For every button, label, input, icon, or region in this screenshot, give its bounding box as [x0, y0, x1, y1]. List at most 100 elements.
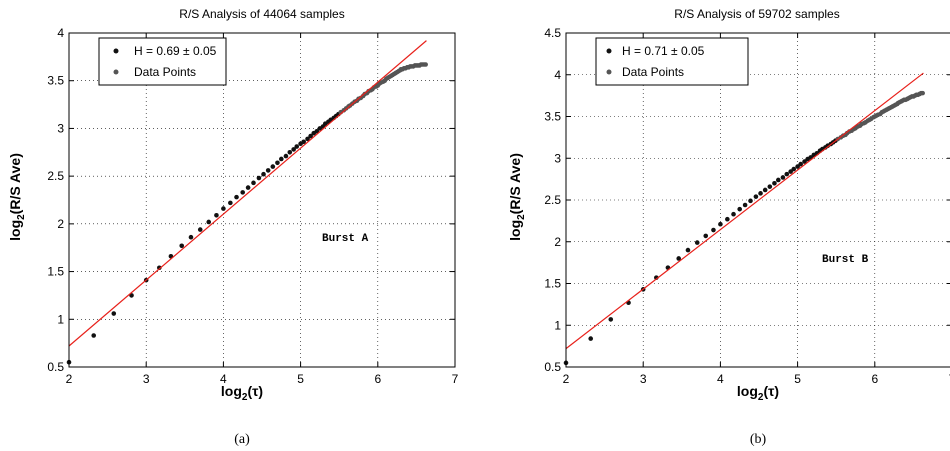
data-points: [563, 90, 925, 366]
subfigure-caption: (a): [234, 432, 250, 447]
data-point: [197, 227, 203, 232]
x-tick-label: 7: [452, 372, 459, 386]
data-point: [221, 206, 226, 211]
y-tick-label: 0.5: [544, 360, 561, 374]
y-tick-label: 2.5: [544, 193, 561, 207]
y-tick-label: 3.5: [47, 74, 64, 88]
y-tick-label: 3: [57, 121, 64, 135]
y-axis-label-main: log: [507, 220, 523, 241]
y-tick-label: 2: [57, 217, 64, 231]
x-axis-label-sub: 2: [242, 392, 248, 403]
data-point: [784, 171, 790, 177]
data-point: [265, 168, 271, 173]
data-point: [234, 194, 239, 200]
y-axis-label: log2(R/S Ave): [7, 153, 27, 241]
x-tick-label: 7: [949, 372, 950, 386]
x-axis-label-tail: (τ): [763, 383, 779, 399]
data-point: [188, 234, 194, 240]
data-point: [283, 153, 289, 159]
data-point: [776, 177, 781, 183]
legend-label-data: Data Points: [134, 65, 196, 79]
y-tick-label: 1: [57, 312, 64, 326]
data-point: [291, 147, 296, 152]
data-point: [791, 166, 797, 172]
y-tick-label: 1.5: [544, 277, 561, 291]
data-point: [294, 144, 300, 149]
legend-label-fit: H = 0.69 ± 0.05: [134, 44, 217, 58]
plot-area: [69, 33, 455, 367]
y-axis-label-sub: 2: [16, 214, 27, 220]
x-tick-label: 5: [297, 372, 304, 386]
burst-annotation: Burst B: [822, 254, 869, 266]
legend-box: [595, 37, 749, 86]
data-point: [287, 149, 293, 155]
fit-line: [68, 40, 427, 347]
x-tick-label: 4: [717, 372, 724, 386]
data-point: [795, 164, 800, 169]
data-point: [788, 169, 793, 174]
legend-label-fit: H = 0.71 ± 0.05: [622, 44, 705, 58]
burst-annotation: Burst A: [322, 233, 369, 245]
x-axis-label: log2(τ): [737, 383, 779, 403]
legend-marker-data: [606, 69, 612, 75]
y-tick-label: 1: [554, 318, 561, 332]
data-point: [157, 265, 162, 271]
fit-line: [565, 72, 924, 350]
plot-frame: [565, 32, 950, 368]
chart-title: R/S Analysis of 59702 samples: [674, 7, 839, 21]
data-point: [206, 219, 212, 225]
data-point: [314, 128, 320, 134]
data-point: [676, 256, 682, 261]
legend-label-data: Data Points: [622, 65, 684, 79]
data-point: [245, 185, 251, 190]
data-point: [301, 139, 306, 145]
data-point: [214, 212, 219, 218]
data-point: [423, 62, 428, 67]
data-point: [737, 206, 742, 212]
data-point: [275, 160, 280, 166]
x-tick-label: 4: [220, 372, 227, 386]
plot-frame: [68, 32, 456, 368]
data-point: [279, 156, 284, 162]
x-tick-label: 3: [143, 372, 150, 386]
data-point: [762, 187, 768, 193]
data-point: [780, 175, 786, 180]
data-point: [228, 200, 233, 206]
y-tick-label: 3.5: [544, 110, 561, 124]
y-axis-label-main: log: [7, 220, 23, 241]
data-point: [711, 227, 716, 233]
y-axis-label-sub: 2: [516, 214, 527, 220]
y-tick-labels: 0.5 1 1.5 2 2.5 3 3.5 4 4.5: [544, 26, 561, 374]
x-axis-label-main: log: [737, 383, 758, 399]
y-tick-label: 4.5: [544, 26, 561, 40]
data-point: [608, 317, 614, 322]
x-tick-label: 6: [374, 372, 381, 386]
y-tick-label: 0.5: [47, 360, 64, 374]
data-point: [240, 190, 245, 195]
chart-title: R/S Analysis of 44064 samples: [179, 7, 344, 21]
fit-line-group: [68, 40, 427, 347]
data-point: [753, 194, 759, 199]
data-point: [588, 336, 594, 341]
y-tick-label: 2.5: [47, 169, 64, 183]
data-point: [251, 180, 256, 186]
data-point: [748, 198, 753, 204]
data-point: [802, 159, 807, 164]
data-point: [767, 184, 773, 189]
y-tick-label: 3: [554, 151, 561, 165]
y-axis-label: log2(R/S Ave): [507, 153, 527, 241]
data-point: [256, 175, 262, 181]
fit-line-group: [565, 72, 924, 350]
data-point: [725, 216, 730, 222]
data-point: [703, 233, 709, 239]
data-point: [685, 247, 691, 253]
data-point: [111, 311, 117, 316]
data-point: [758, 191, 763, 196]
data-point: [731, 211, 736, 217]
legend-marker-fit: [113, 48, 119, 54]
data-point: [772, 181, 777, 186]
x-tick-label: 2: [563, 372, 570, 386]
data-point: [91, 333, 97, 338]
data-point: [261, 171, 266, 177]
